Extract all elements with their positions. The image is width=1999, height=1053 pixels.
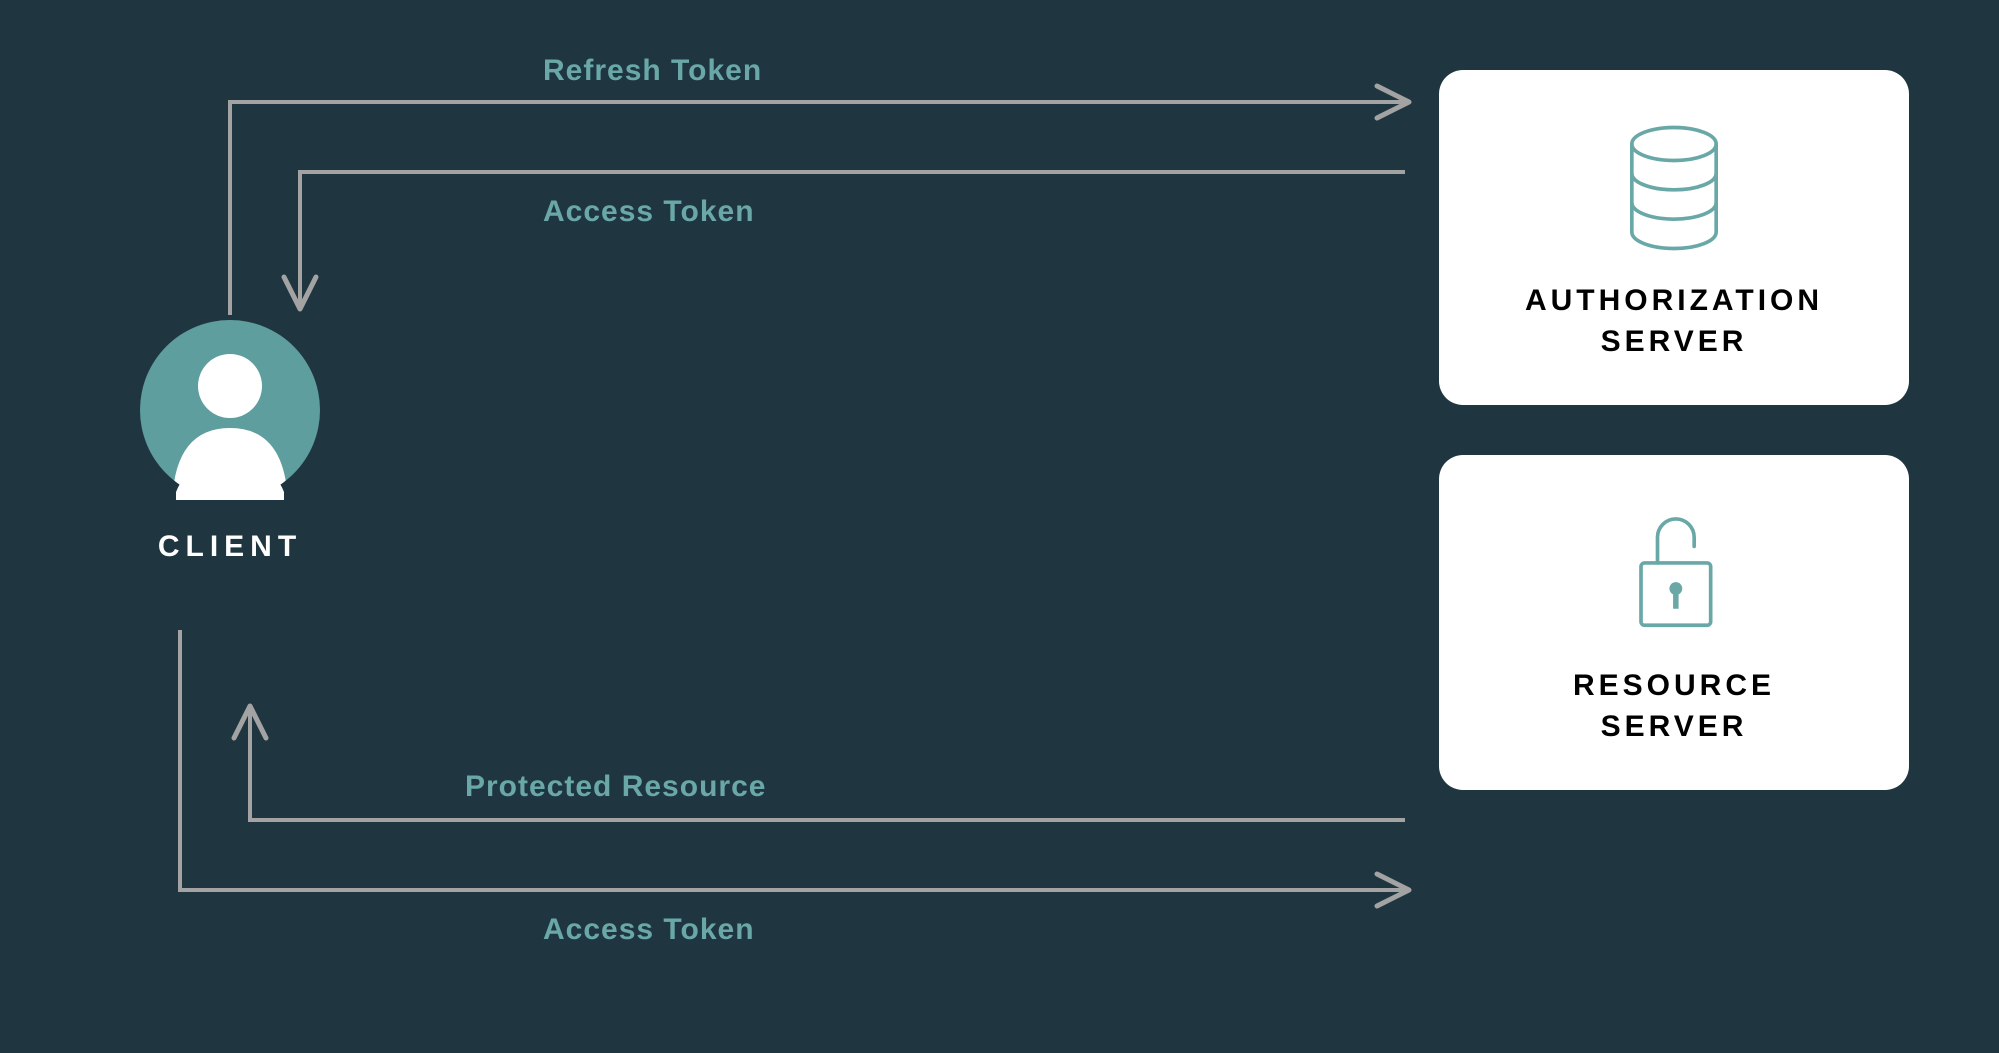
authorization-server-title-line1: AUTHORIZATION: [1525, 284, 1823, 317]
arrow-access-token-top: [300, 172, 1405, 305]
resource-server-title-line2: SERVER: [1601, 710, 1748, 743]
label-access-token-top: Access Token: [543, 195, 755, 229]
authorization-server-title: AUTHORIZATION SERVER: [1525, 281, 1823, 362]
authorization-server-card: AUTHORIZATION SERVER: [1439, 70, 1909, 405]
label-protected-resource: Protected Resource: [465, 770, 766, 804]
arrow-access-token-bottom: [180, 630, 1405, 890]
client-node: CLIENT: [120, 320, 340, 564]
arrow-refresh-token: [230, 102, 1405, 315]
unlock-icon: [1619, 498, 1729, 648]
oauth-flow-diagram: Refresh Token Access Token Protected Res…: [0, 0, 1999, 1053]
label-access-token-bottom: Access Token: [543, 913, 755, 947]
resource-server-title-line1: RESOURCE: [1573, 669, 1775, 702]
client-label: CLIENT: [120, 530, 340, 564]
user-avatar-icon: [140, 320, 320, 500]
resource-server-title: RESOURCE SERVER: [1573, 666, 1775, 747]
arrow-protected-resource: [250, 710, 1405, 820]
database-icon: [1619, 113, 1729, 263]
authorization-server-title-line2: SERVER: [1601, 325, 1748, 358]
label-refresh-token: Refresh Token: [543, 54, 762, 88]
resource-server-card: RESOURCE SERVER: [1439, 455, 1909, 790]
